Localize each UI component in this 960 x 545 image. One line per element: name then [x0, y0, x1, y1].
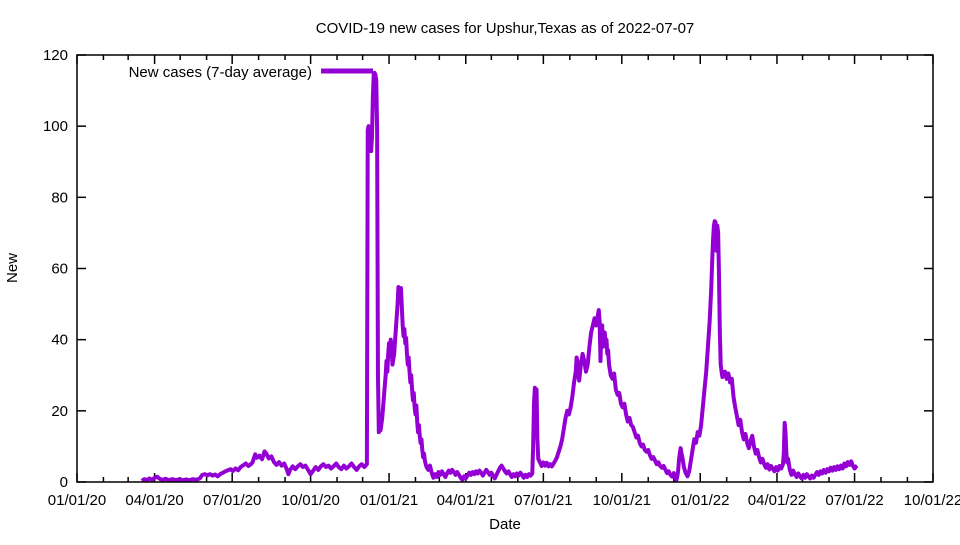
y-tick-label: 120 [43, 47, 68, 64]
x-tick-label: 01/01/20 [48, 492, 106, 509]
x-tick-label: 07/01/20 [203, 492, 261, 509]
x-tick-label: 07/01/22 [825, 492, 883, 509]
x-tick-label: 10/01/21 [593, 492, 651, 509]
y-tick-label: 100 [43, 118, 68, 135]
legend-label: New cases (7-day average) [129, 64, 312, 81]
axis-ticks [76, 54, 934, 483]
legend: New cases (7-day average) [129, 64, 373, 81]
chart-title: COVID-19 new cases for Upshur,Texas as o… [316, 20, 695, 37]
y-tick-label: 20 [51, 403, 68, 420]
y-axis-label: New [4, 253, 21, 283]
x-axis-label: Date [489, 516, 521, 533]
x-tick-label: 01/01/22 [671, 492, 729, 509]
cases-line-series [140, 70, 859, 483]
y-tick-label: 40 [51, 332, 68, 349]
y-tick-label: 60 [51, 261, 68, 278]
x-tick-label: 04/01/22 [748, 492, 806, 509]
plot-area-border [76, 54, 934, 483]
x-tick-label: 07/01/21 [514, 492, 572, 509]
y-tick-label: 0 [60, 474, 68, 491]
axis-tick-labels: 01/01/20 04/01/20 07/01/20 10/01/20 01/01/21… [43, 47, 960, 509]
y-tick-label: 80 [51, 189, 68, 206]
x-tick-label: 04/01/20 [125, 492, 183, 509]
x-tick-label: 10/01/22 [904, 492, 960, 509]
x-tick-label: 10/01/20 [281, 492, 339, 509]
x-tick-label: 01/01/21 [360, 492, 418, 509]
x-tick-label: 04/01/21 [437, 492, 495, 509]
